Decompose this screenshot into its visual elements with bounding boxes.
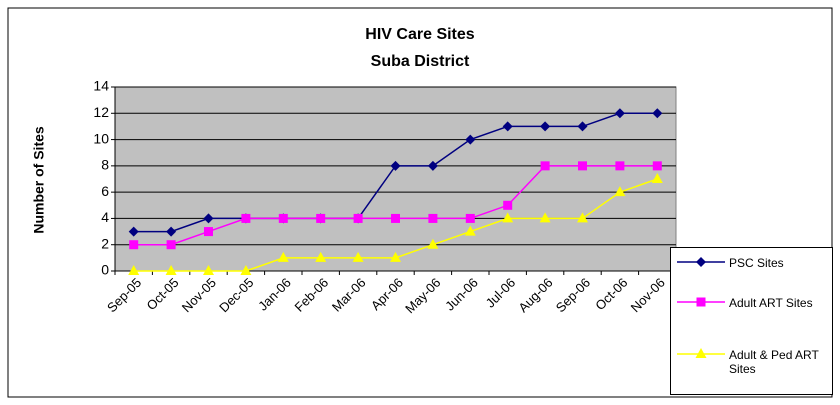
y-tick-label: 12 [93, 104, 109, 120]
point [465, 213, 475, 223]
point [203, 213, 214, 224]
chart-title: HIV Care Sites [365, 26, 474, 43]
legend-swatch [677, 348, 725, 358]
legend-marker [696, 257, 706, 267]
point [540, 161, 550, 171]
legend-label: Adult ART Sites [729, 296, 813, 310]
legend-marker [696, 297, 706, 307]
point [465, 134, 476, 145]
point [390, 160, 401, 171]
point [577, 212, 588, 223]
point [391, 213, 400, 223]
point [540, 121, 551, 132]
point [614, 108, 625, 119]
point [502, 212, 514, 223]
point [128, 226, 139, 237]
legend-swatch [677, 257, 725, 267]
point [241, 213, 251, 223]
point [315, 251, 327, 262]
point [240, 265, 252, 275]
y-tick-label: 4 [101, 209, 109, 225]
y-tick-label: 8 [101, 157, 109, 173]
legend-marker [695, 348, 707, 358]
y-tick-label: 2 [101, 235, 109, 251]
point [651, 173, 663, 183]
point [278, 213, 288, 223]
point [427, 160, 438, 171]
point [539, 212, 551, 223]
point [204, 227, 213, 237]
y-tick-label: 6 [101, 183, 109, 199]
point [166, 240, 176, 250]
legend-label: PSC Sites [729, 256, 784, 270]
y-tick-label: 14 [93, 78, 109, 94]
y-tick-label: 0 [101, 262, 109, 278]
point [165, 265, 177, 275]
point [166, 226, 177, 237]
point [577, 121, 588, 132]
point [652, 108, 663, 119]
point [129, 240, 139, 250]
legend-label: Adult & Ped ART Sites [729, 348, 819, 376]
point [578, 161, 587, 171]
point [464, 225, 476, 236]
point [614, 186, 626, 197]
point [203, 265, 214, 275]
legend-swatch [677, 297, 725, 307]
chart-subtitle: Suba District [371, 53, 470, 70]
point [652, 161, 662, 171]
y-tick-label: 10 [93, 130, 109, 146]
point [352, 251, 364, 262]
point [615, 161, 625, 171]
point [503, 200, 513, 210]
point [390, 251, 401, 262]
plot-area [114, 86, 677, 272]
legend: PSC Sites Adult ART Sites Adult & Ped ART … [670, 247, 833, 395]
point [502, 121, 513, 132]
point [427, 238, 439, 249]
point [316, 213, 326, 223]
point [428, 213, 438, 223]
point [277, 251, 289, 262]
point [128, 265, 140, 275]
point [353, 213, 363, 223]
y-axis-label: Number of Sites [31, 126, 47, 234]
